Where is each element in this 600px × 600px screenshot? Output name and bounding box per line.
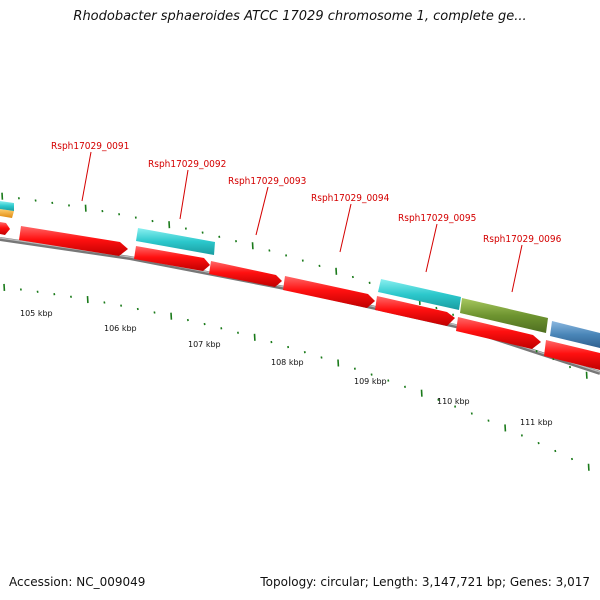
gene-label: Rsph17029_0096 <box>483 234 562 245</box>
accession-text: Accession: NC_009049 <box>9 575 146 589</box>
scale-label: 109 kbp <box>354 377 387 386</box>
reverse-strand-genes <box>0 201 600 348</box>
gene-label: Rsph17029_0091 <box>51 141 129 152</box>
gene-arrow <box>283 276 375 308</box>
gene-olive <box>460 298 548 333</box>
gene-arrow <box>375 296 455 326</box>
scale-tick-track <box>3 283 590 471</box>
gene-label: Rsph17029_0093 <box>228 176 306 187</box>
gene-arrow <box>0 222 10 235</box>
gene-arrow <box>209 261 282 287</box>
gene-label: Rsph17029_0094 <box>311 193 390 204</box>
map-title: Rhodobacter sphaeroides ATCC 17029 chrom… <box>73 9 527 24</box>
gene-label: Rsph17029_0092 <box>148 159 226 170</box>
scale-label: 105 kbp <box>20 309 53 318</box>
scale-label: 108 kbp <box>271 358 304 367</box>
scale-label: 110 kbp <box>437 397 470 406</box>
gene-arrow <box>134 246 210 271</box>
gene-labels: Rsph17029_0091 Rsph17029_0092 Rsph17029_… <box>51 141 562 245</box>
topology-text: Topology: circular; Length: 3,147,721 bp… <box>260 575 590 589</box>
scale-label: 106 kbp <box>104 324 137 333</box>
gene-orange <box>0 209 14 218</box>
gene-arrow <box>544 340 600 370</box>
gene-blue <box>550 321 600 348</box>
gene-cyan <box>378 279 461 310</box>
gene-label-leaders <box>81 151 523 293</box>
gene-cyan-left <box>0 201 14 211</box>
scale-label: 111 kbp <box>520 418 553 427</box>
scale-label: 107 kbp <box>188 340 221 349</box>
gene-arrow <box>456 317 541 349</box>
forward-strand-genes <box>0 222 600 370</box>
gene-label: Rsph17029_0095 <box>398 213 476 224</box>
upper-tick-track <box>1 192 588 379</box>
chromosome-backbone <box>0 237 600 375</box>
gene-cyan <box>136 228 215 255</box>
scale-labels: 105 kbp 106 kbp 107 kbp 108 kbp 109 kbp … <box>20 309 553 427</box>
gene-arrow <box>19 226 128 256</box>
